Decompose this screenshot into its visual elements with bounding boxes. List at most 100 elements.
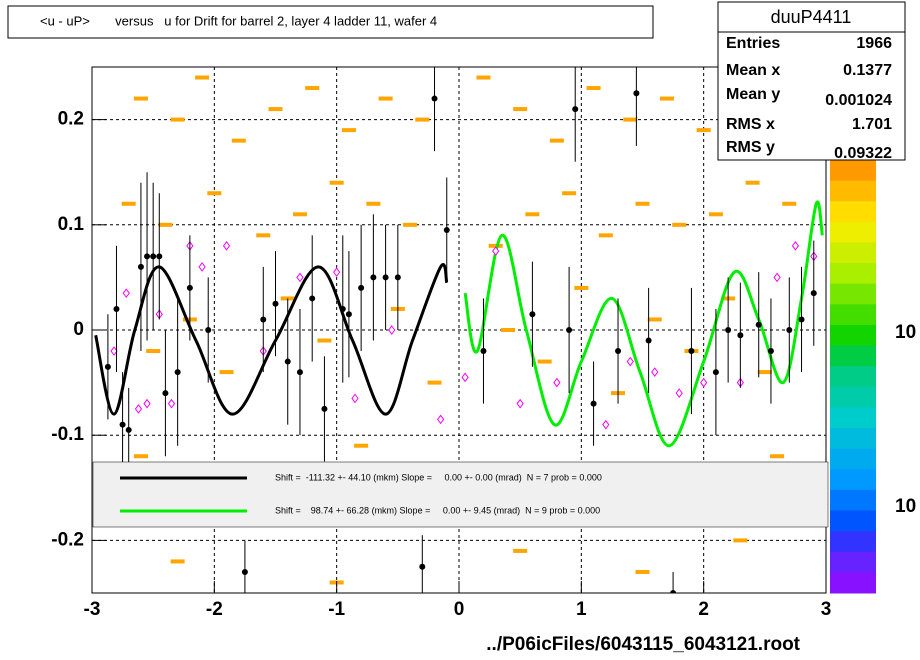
data-point (737, 332, 744, 339)
hist-cell (378, 96, 393, 101)
data-point (321, 405, 328, 412)
palette-step (830, 428, 876, 450)
data-point (712, 369, 719, 376)
data-point (670, 590, 677, 593)
diamond-point (626, 356, 634, 367)
hist-cell (329, 180, 344, 185)
legend-text: Shift = 98.74 +- 66.28 (mkm) Slope = 0.0… (275, 505, 600, 515)
data-point (370, 274, 377, 281)
data-point (394, 274, 401, 281)
data-point (480, 348, 487, 355)
data-point (529, 311, 536, 318)
data-point (150, 253, 157, 260)
hist-cell (757, 370, 772, 375)
palette-step (830, 572, 876, 594)
data-point (767, 348, 774, 355)
data-point (755, 321, 762, 328)
diamond-point (791, 241, 800, 251)
data-point (688, 348, 695, 355)
x-tick-label: -2 (206, 599, 223, 620)
hist-cell (317, 338, 332, 343)
data-point (272, 300, 279, 307)
diamond-point (553, 377, 561, 388)
hist-cell (623, 117, 638, 122)
data-point (125, 426, 132, 433)
palette-step (830, 263, 876, 285)
palette-step (830, 221, 876, 243)
data-point (156, 253, 163, 260)
stats-box (717, 1, 906, 161)
hist-cell (305, 86, 320, 91)
diamond-point (167, 398, 176, 409)
diamond-point (198, 262, 206, 272)
hist-cell (133, 454, 148, 459)
stats-name: Entries (726, 35, 780, 52)
data-point (296, 369, 303, 376)
hist-cell (635, 569, 650, 574)
diamond-point (773, 272, 781, 283)
data-point (431, 95, 438, 102)
x-tick-label: 2 (698, 599, 709, 620)
data-point (566, 327, 573, 333)
palette-step (830, 242, 876, 264)
diamond-point (700, 377, 708, 388)
diamond-point (222, 241, 231, 251)
diamond-point (296, 272, 304, 283)
palette-step (830, 407, 876, 429)
hist-cell (341, 128, 356, 133)
hist-cell (292, 212, 307, 217)
stats-name: RMS x (726, 116, 775, 133)
x-axis-label: ../P06icFiles/6043115_6043121.root (486, 634, 800, 655)
diamond-point (122, 288, 130, 299)
data-point (590, 400, 597, 407)
palette-step (830, 304, 876, 326)
stats-title: duuP4411 (771, 7, 852, 27)
stats-name: Mean y (726, 86, 780, 103)
data-point (284, 358, 291, 365)
legend-text: Shift = -111.32 +- 44.10 (mkm) Slope = 0… (275, 472, 602, 482)
diamond-point (388, 325, 396, 335)
data-point (345, 311, 352, 318)
hist-cell (121, 201, 136, 206)
hist-cell (133, 96, 148, 101)
hist-cell (231, 138, 246, 143)
hist-cell (170, 559, 185, 564)
title-box (7, 5, 654, 39)
data-point (186, 284, 193, 291)
hist-cell (207, 191, 222, 196)
hist-cell (586, 86, 601, 91)
data-point (633, 90, 640, 97)
hist-cell (549, 138, 564, 143)
x-tick-label: 0 (454, 599, 465, 620)
hist-cell (354, 443, 369, 448)
hist-cell (256, 233, 271, 238)
stats-name: Mean x (726, 62, 780, 79)
palette-step (830, 510, 876, 532)
data-point (645, 337, 652, 344)
stats-value: 0.09322 (834, 145, 892, 162)
palette-step (830, 283, 876, 305)
hist-cell (598, 233, 613, 238)
data-point (104, 363, 111, 370)
hist-cell (733, 538, 748, 543)
hist-cell (537, 359, 552, 364)
palette-step (830, 366, 876, 388)
hist-cell (219, 370, 234, 375)
hist-cell (782, 201, 797, 206)
data-point (113, 305, 120, 312)
hist-cell (170, 117, 185, 122)
diamond-point (143, 398, 151, 409)
hist-cell (427, 380, 442, 385)
x-tick-label: 1 (576, 599, 587, 620)
diamond-point (516, 398, 524, 409)
stats-value: 0.001024 (825, 92, 892, 109)
data-point (174, 369, 181, 376)
hist-cell (158, 222, 173, 227)
data-point (162, 390, 169, 397)
data-point (443, 227, 450, 234)
diamond-point (333, 267, 341, 277)
stats-name: RMS y (726, 139, 775, 156)
data-point (786, 327, 793, 333)
data-point (725, 327, 732, 333)
